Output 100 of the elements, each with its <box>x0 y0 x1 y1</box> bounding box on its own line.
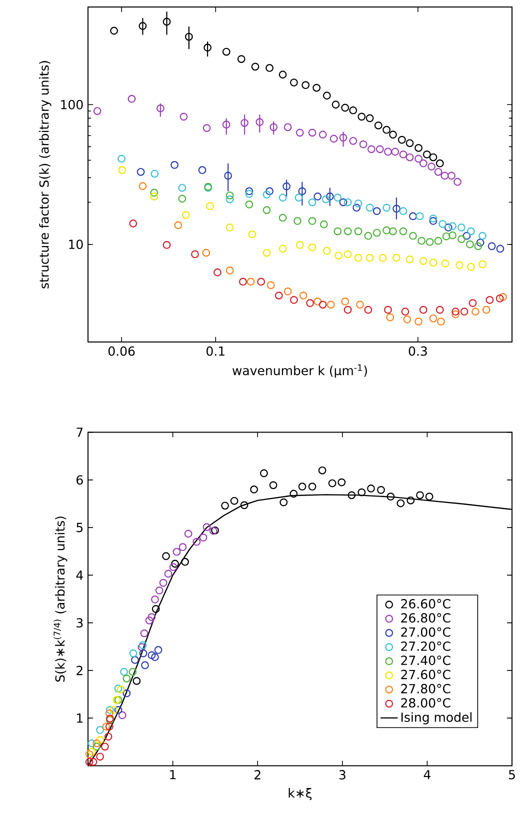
y-tick-label: 2 <box>76 666 82 676</box>
point <box>116 686 125 694</box>
point <box>240 501 248 510</box>
point <box>148 613 156 622</box>
point <box>367 484 375 492</box>
point <box>406 496 415 504</box>
point <box>230 496 238 505</box>
point <box>308 482 316 491</box>
point <box>101 742 109 751</box>
x-tick-label: 4 <box>424 770 430 780</box>
x-tick-label: 0.3 <box>408 346 427 356</box>
point <box>118 711 126 720</box>
y-tick-label: 10 <box>69 240 83 250</box>
point <box>298 482 306 491</box>
point <box>106 706 114 714</box>
point <box>416 491 424 500</box>
point <box>199 534 208 542</box>
point <box>348 491 356 500</box>
point <box>152 605 160 613</box>
legend-label: 26.80°C <box>401 613 450 623</box>
point <box>128 668 137 676</box>
point <box>122 689 131 698</box>
point <box>129 649 138 658</box>
point <box>105 722 114 731</box>
point <box>154 646 162 654</box>
x-tick-label: 1 <box>170 770 176 780</box>
point <box>85 758 94 766</box>
point <box>260 469 268 478</box>
point <box>114 706 122 714</box>
point <box>290 490 298 498</box>
y-axis-title: S(k)∗k$^{(7/4)}$ (arbitrary units) <box>54 516 68 682</box>
point <box>148 651 156 660</box>
legend-label: 27.60°C <box>401 670 450 680</box>
legend-label: Ising model <box>401 712 472 724</box>
point <box>318 466 326 474</box>
x-tick-label: 0.1 <box>206 346 224 356</box>
point <box>155 586 164 594</box>
point <box>120 668 128 676</box>
point <box>338 478 346 486</box>
point <box>162 552 170 560</box>
point <box>140 629 148 638</box>
y-axis-title: structure factor S(k) (arbitrary units) <box>39 61 52 288</box>
x-tick-label: 5 <box>508 770 515 780</box>
point <box>178 543 187 552</box>
legend-label: 27.80°C <box>401 684 450 694</box>
y-tick-label: 4 <box>76 570 83 580</box>
point <box>181 558 189 566</box>
point <box>169 563 178 572</box>
point <box>104 732 112 741</box>
legend-label: 27.20°C <box>401 641 450 651</box>
point <box>122 674 131 682</box>
point <box>358 488 366 496</box>
point <box>141 661 149 670</box>
point <box>105 709 114 718</box>
x-tick-label: 3 <box>339 770 346 780</box>
point <box>96 736 104 744</box>
point <box>96 726 104 734</box>
point <box>88 739 96 748</box>
point <box>131 656 139 664</box>
y-tick-label: 100 <box>61 100 83 110</box>
point <box>109 706 118 714</box>
point <box>171 560 179 568</box>
point <box>145 616 154 624</box>
legend-label: 26.60°C <box>401 599 450 608</box>
point <box>102 722 110 731</box>
x-tick-label: 0.06 <box>108 346 135 356</box>
point <box>328 479 336 488</box>
point <box>192 538 201 546</box>
point <box>151 596 159 604</box>
point <box>202 523 211 532</box>
point <box>172 548 181 556</box>
y-tick-label: 3 <box>76 618 83 628</box>
x-axis-title: wavenumber k (μm$^{-1}$) <box>232 364 367 378</box>
point <box>164 570 172 578</box>
point <box>85 750 94 758</box>
legend-label: 27.40°C <box>401 656 450 666</box>
point <box>92 742 101 751</box>
point <box>425 492 434 501</box>
point <box>386 492 395 501</box>
point <box>89 758 98 766</box>
point <box>132 676 141 685</box>
point <box>221 502 229 510</box>
legend-label: 27.00°C <box>401 627 450 637</box>
point <box>184 530 192 538</box>
y-tick-label: 1 <box>77 714 82 723</box>
point <box>151 653 159 662</box>
y-tick-label: 6 <box>76 475 83 485</box>
x-tick-label: 2 <box>254 770 260 780</box>
point <box>88 748 96 756</box>
point <box>377 486 385 494</box>
legend-label: 28.00°C <box>401 698 450 708</box>
point <box>269 481 278 490</box>
y-tick-label: 7 <box>76 428 83 437</box>
point <box>280 498 288 506</box>
point <box>396 499 405 508</box>
point <box>139 649 148 658</box>
point <box>114 684 122 692</box>
point <box>96 752 104 761</box>
point <box>250 486 258 494</box>
x-axis-title: k∗ξ <box>288 788 312 800</box>
